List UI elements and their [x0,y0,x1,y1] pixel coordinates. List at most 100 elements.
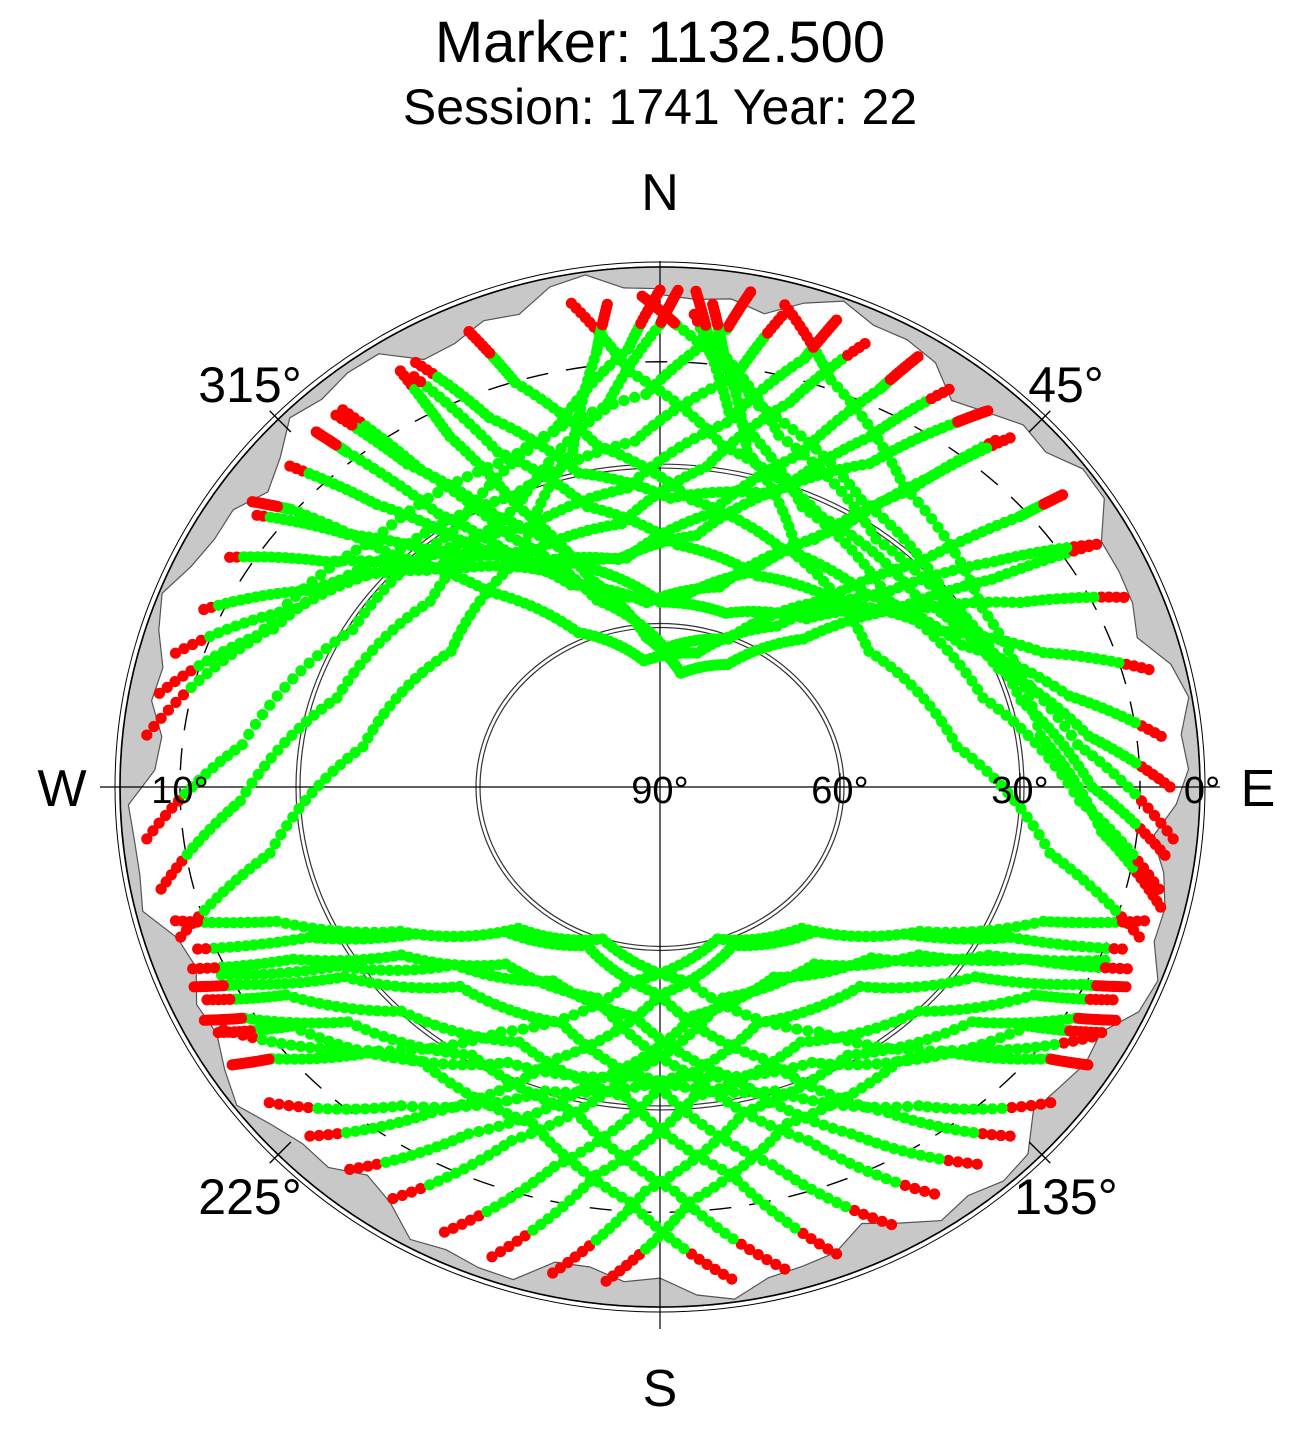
track-point [1008,665,1020,677]
track-point [910,981,923,993]
track-point [421,1016,433,1028]
track-point [603,992,615,1004]
cardinal-north-label: N [641,164,679,222]
low-elevation-point [1167,833,1179,845]
track-point [966,675,978,687]
track-point [941,724,953,736]
track-point [966,752,978,765]
azimuth-label-45: 45° [1028,357,1104,413]
track-point [848,501,860,513]
track-point [919,980,931,992]
low-elevation-point [362,1160,374,1172]
track-point [560,1086,572,1098]
track-point [289,590,301,603]
track-point [921,1101,934,1113]
track-point [501,1095,513,1107]
track-point [275,616,287,628]
track-point [1002,644,1015,657]
track-point [369,567,381,579]
track-point [515,1131,528,1143]
track-point [716,1163,728,1176]
track-point [802,1025,814,1037]
track-point [1039,838,1051,850]
track-point [790,1114,802,1127]
track-point [371,591,383,604]
track-point [417,963,429,975]
track-point [422,982,434,994]
track-point [721,1071,733,1083]
track-point [482,462,494,474]
track-point [430,982,442,994]
track-point [279,681,291,693]
track-point [577,1071,590,1083]
track-point [386,1101,399,1113]
track-point [844,396,856,408]
track-point [457,1048,469,1061]
track-point [693,1071,705,1083]
track-point [399,1053,411,1065]
low-elevation-point [293,1101,305,1113]
track-point [768,1066,781,1078]
track-point [1002,1044,1014,1056]
track-point [1044,847,1056,859]
track-point [419,527,431,539]
track-point [921,624,933,636]
track-point [956,617,968,629]
track-point [300,596,312,608]
track-point [351,573,363,585]
track-end-point [1110,1014,1122,1026]
track-point [303,954,315,966]
track-point [327,955,339,967]
track-point [586,1001,598,1013]
track-point [273,606,285,618]
track-point [287,673,299,685]
track-point [688,1113,701,1125]
track-point [924,1151,936,1163]
track-point [439,531,451,544]
low-elevation-point [200,943,212,955]
low-elevation-point [805,1233,817,1245]
track-point [912,1036,925,1048]
track-point [850,403,862,415]
track-point [624,1070,636,1082]
track-point [1039,1040,1051,1052]
track-point [684,1070,696,1082]
track-point [497,1035,509,1047]
track-point [810,443,822,455]
track-point [633,1069,645,1081]
track-point [831,464,843,476]
track-point [1021,1042,1033,1054]
low-elevation-point [1015,1101,1027,1113]
track-point [930,708,942,720]
low-elevation-point [942,1154,955,1167]
track-point [923,578,936,590]
low-elevation-point [876,1215,888,1227]
track-point [522,1110,534,1123]
track-point [817,1097,829,1109]
track-point [778,1088,790,1100]
track-point [727,1233,739,1245]
track-point [904,540,916,552]
track-point [897,1145,909,1157]
track-point [1067,979,1079,991]
track-point [376,1120,388,1133]
track-point [331,692,343,704]
track-point [351,1020,363,1032]
track-point [350,933,362,945]
low-elevation-point [169,647,182,659]
low-elevation-point [273,1098,285,1110]
track-point [861,1058,873,1071]
track-point [669,1185,681,1197]
track-point [835,485,848,497]
track-point [712,420,724,433]
track-point [379,1048,391,1061]
track-point [904,1039,916,1051]
track-point [408,964,421,976]
track-point [249,718,262,730]
track-point [1000,658,1012,670]
low-elevation-point [971,1158,983,1170]
track-point [395,1036,408,1048]
low-elevation-point [486,1251,498,1263]
track-point [1065,729,1077,741]
low-elevation-point [503,1240,515,1253]
